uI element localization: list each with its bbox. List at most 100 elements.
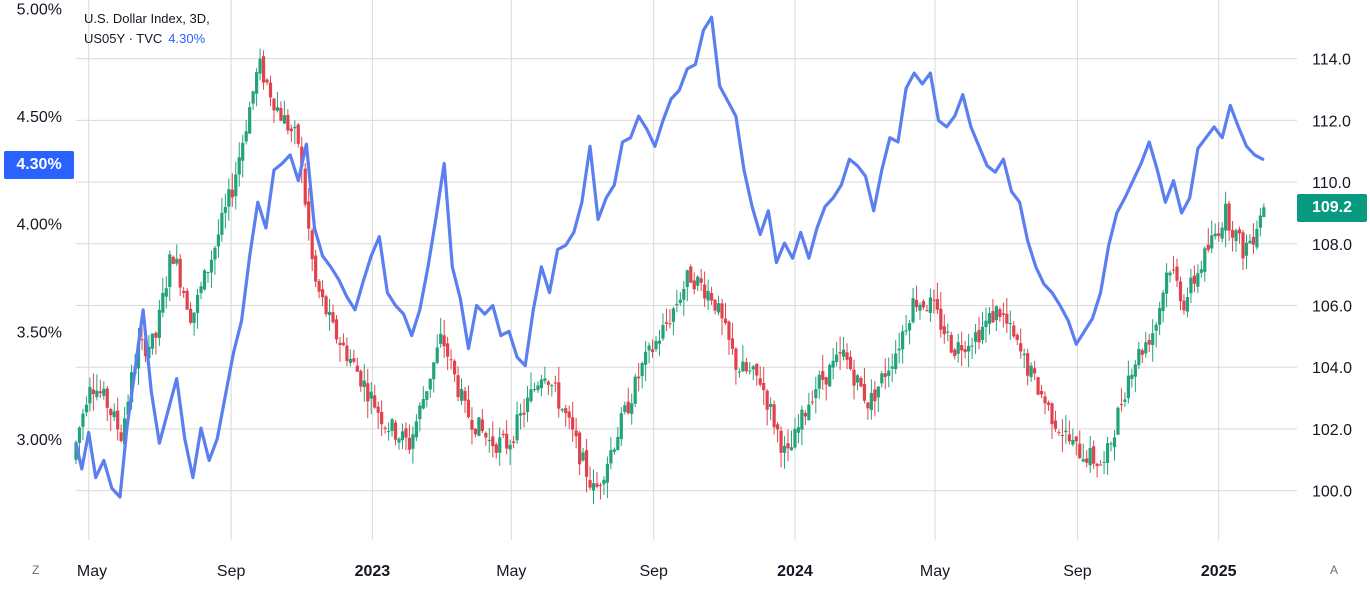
dxy-candle (338, 336, 342, 362)
dxy-candle (522, 398, 526, 428)
grid-lines (76, 0, 1297, 540)
dxy-candle (1227, 200, 1231, 241)
candle-body (1078, 443, 1082, 459)
candle-body (630, 403, 634, 414)
candle-body (807, 404, 811, 421)
candle-body (1112, 437, 1117, 448)
time-axis-tick: May (496, 563, 526, 580)
candle-body (366, 383, 370, 402)
dxy-candle (168, 250, 172, 302)
dxy-candle (744, 357, 748, 374)
dxy-candle (1224, 191, 1228, 248)
candle-body (803, 412, 807, 417)
dxy-candle (682, 280, 686, 316)
candle-body (800, 409, 804, 430)
dxy-candle (911, 288, 915, 324)
dxy-candle (452, 359, 457, 382)
dxy-candle (1168, 270, 1172, 283)
dxy-candle (1137, 341, 1141, 369)
candle-body (609, 450, 613, 464)
dxy-candle (564, 404, 568, 427)
candle-body (414, 421, 418, 438)
dxy-candle (359, 369, 363, 392)
candle-body (418, 405, 422, 420)
candle-body (220, 212, 224, 235)
candle-body (595, 483, 599, 487)
dxy-candle (720, 298, 724, 336)
candle-body (459, 388, 464, 401)
candle-body (838, 352, 842, 354)
dxy-candle (178, 254, 182, 296)
dxy-candle (571, 401, 575, 442)
dxy-candle (765, 388, 769, 426)
dxy-candle (459, 378, 464, 406)
candle-body (880, 373, 884, 384)
candle-body (1126, 375, 1130, 399)
dxy-candle (904, 315, 908, 336)
dxy-candle (824, 376, 828, 401)
candle-body (1192, 275, 1196, 284)
dxy-candle (251, 90, 255, 111)
candle-body (452, 360, 457, 375)
candle-body (230, 189, 234, 198)
dxy-candle (369, 382, 373, 415)
dxy-candle (588, 466, 592, 490)
time-axis-tick: May (920, 563, 950, 580)
candle-body (1210, 235, 1214, 249)
candle-body (477, 417, 481, 436)
candle-body (293, 126, 297, 129)
candle-body (88, 386, 92, 404)
candle-body (758, 378, 762, 385)
candle-body (977, 329, 981, 343)
time-axis-tick: 2023 (355, 563, 391, 580)
dxy-candle (1189, 269, 1193, 304)
dxy-candle (1074, 436, 1078, 456)
dxy-candle (1064, 415, 1068, 444)
candle-body (946, 331, 950, 333)
dxy-candle (1112, 430, 1117, 461)
dxy-candle (918, 302, 922, 320)
dxy-candle (1164, 263, 1169, 308)
candle-body (470, 419, 474, 430)
candle-body (682, 288, 686, 300)
right-axis-tick: 108.0 (1312, 237, 1352, 254)
dxy-candle (456, 366, 460, 402)
candle-body (1050, 403, 1054, 425)
candle-body (1217, 233, 1221, 237)
dxy-candle (873, 381, 877, 417)
candle-body (279, 107, 283, 121)
dxy-candle (515, 401, 519, 444)
dxy-candle (303, 163, 307, 208)
dxy-candle (727, 320, 731, 355)
candle-body (657, 340, 662, 344)
dxy-candle (755, 363, 759, 386)
candle-body (216, 234, 221, 247)
dxy-candle (1085, 450, 1089, 468)
candle-body (320, 289, 325, 298)
dxy-candle (1192, 265, 1196, 293)
auto-scale-icon[interactable]: A (1330, 563, 1339, 577)
dxy-candle (637, 362, 641, 392)
candle-body (508, 444, 512, 450)
dxy-candle (560, 408, 564, 413)
dxy-candle (435, 334, 439, 365)
candle-body (848, 356, 853, 370)
time-axis-tick: Sep (1063, 563, 1092, 580)
dxy-candle (814, 376, 818, 414)
dxy-candle (1217, 222, 1221, 242)
zoom-icon[interactable]: Z (32, 563, 40, 577)
candle-body (1019, 343, 1023, 352)
dxy-candle (1144, 331, 1148, 358)
candle-body (616, 436, 620, 451)
time-axis-tick: May (77, 563, 107, 580)
candle-body (859, 377, 863, 387)
candle-body (206, 272, 210, 274)
dxy-candle (289, 124, 293, 142)
candle-body (550, 385, 554, 387)
candle-body (116, 410, 120, 430)
dxy-candle (473, 428, 478, 438)
dxy-candle (175, 244, 179, 267)
candle-body (432, 362, 436, 380)
dxy-candle (914, 285, 919, 312)
